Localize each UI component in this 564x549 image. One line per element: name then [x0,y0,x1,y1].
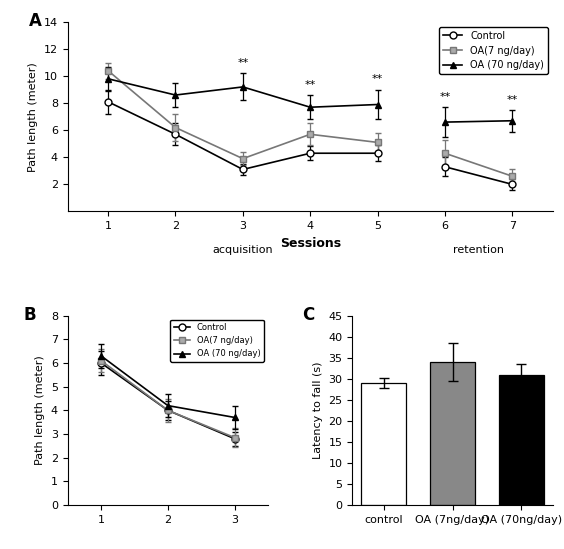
X-axis label: Sessions: Sessions [280,237,341,250]
Text: **: ** [237,58,249,68]
Y-axis label: Path length (meter): Path length (meter) [36,355,45,465]
Text: B: B [24,306,36,324]
Text: **: ** [372,74,383,84]
Text: **: ** [506,94,518,104]
Bar [430,362,475,505]
Text: **: ** [439,92,451,102]
Legend: Control, OA(7 ng/day), OA (70 ng/day): Control, OA(7 ng/day), OA (70 ng/day) [170,320,264,362]
Text: C: C [302,306,315,324]
Text: **: ** [305,80,316,89]
Text: acquisition: acquisition [213,244,273,255]
Text: A: A [29,13,42,31]
Y-axis label: Latency to fall (s): Latency to fall (s) [313,362,323,459]
Bar [499,374,544,505]
Legend: Control, OA(7 ng/day), OA (70 ng/day): Control, OA(7 ng/day), OA (70 ng/day) [439,27,548,74]
Y-axis label: Path length (meter): Path length (meter) [28,62,38,172]
Bar [362,383,406,505]
Text: retention: retention [453,244,504,255]
